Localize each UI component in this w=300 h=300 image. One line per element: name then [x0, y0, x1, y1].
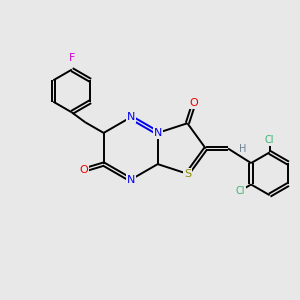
Text: S: S [184, 169, 191, 179]
Text: N: N [154, 128, 162, 138]
Text: F: F [69, 53, 75, 63]
Text: O: O [80, 165, 88, 175]
Text: N: N [127, 112, 135, 122]
Text: N: N [127, 175, 135, 185]
Text: Cl: Cl [236, 186, 245, 196]
Text: H: H [239, 143, 247, 154]
Text: Cl: Cl [265, 135, 274, 145]
Text: O: O [189, 98, 198, 109]
